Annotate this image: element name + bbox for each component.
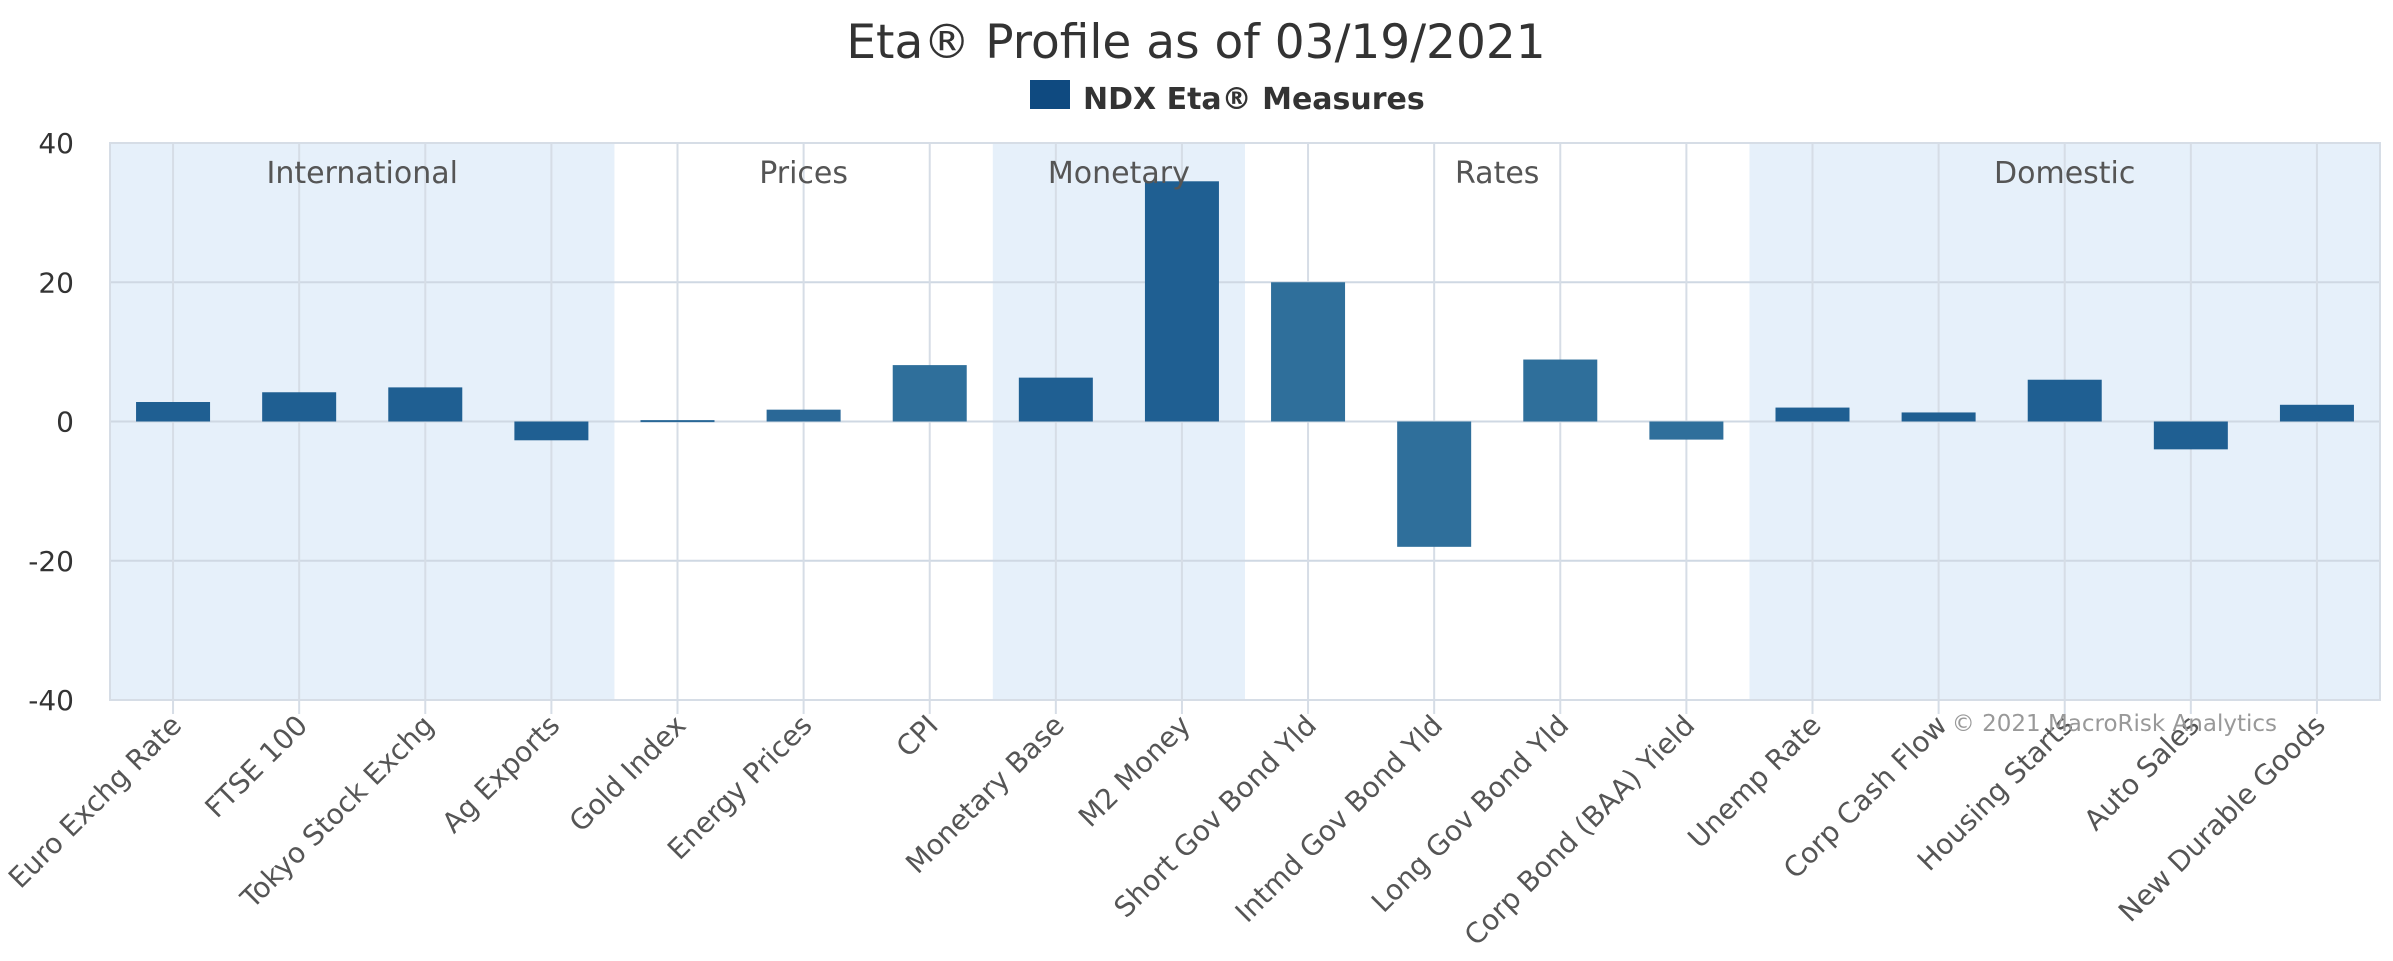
bar-4[interactable] [640,420,715,423]
bar-11[interactable] [1523,359,1598,422]
x-tick-label-8: M2 Money [1072,709,1197,834]
x-tick-label-3: Ag Exports [435,709,566,840]
bar-17[interactable] [2279,404,2354,422]
legend[interactable]: NDX Eta® Measures [1030,80,1425,117]
y-tick-label-0: 40 [38,127,74,160]
bar-13[interactable] [1775,407,1850,422]
bar-2[interactable] [388,387,463,422]
group-label-1: Prices [759,156,848,191]
chart-title: Eta® Profile as of 03/19/2021 [846,15,1545,70]
bars [136,181,2354,547]
x-tick-label-10: Intmd Gov Bond Yld [1229,709,1449,929]
bar-9[interactable] [1271,282,1346,422]
x-tick-label-6: CPI [890,709,945,764]
y-tick-label-3: -20 [28,545,74,578]
group-label-2: Monetary [1048,156,1190,191]
x-tick-label-12: Corp Bond (BAA) Yield [1458,709,1701,952]
group-label-4: Domestic [1994,156,2135,191]
bar-0[interactable] [136,402,211,422]
bar-3[interactable] [514,421,589,441]
x-tick-label-0: Euro Exchg Rate [2,709,188,895]
x-tick-label-4: Gold Index [563,709,693,839]
group-label-0: International [266,156,457,191]
group-labels: International Prices Monetary Rates Domestic [266,156,2135,191]
bar-14[interactable] [1901,412,1976,422]
y-tick-label-4: -40 [28,684,74,717]
bar-7[interactable] [1018,377,1093,422]
group-label-3: Rates [1455,156,1539,191]
y-axis-ticks: 40 20 0 -20 -40 [28,127,74,717]
credit-text: © 2021 MacroRisk Analytics [1952,711,2277,737]
x-tick-label-17: New Durable Goods [2112,709,2332,929]
bar-16[interactable] [2153,421,2228,450]
bar-1[interactable] [262,392,337,422]
x-tick-label-9: Short Gov Bond Yld [1108,709,1324,925]
bar-8[interactable] [1144,181,1219,422]
y-tick-label-1: 20 [38,266,74,299]
plot-border [109,142,2381,701]
x-tick-label-1: FTSE 100 [198,709,314,825]
bar-15[interactable] [2027,379,2102,422]
bar-10[interactable] [1397,421,1472,547]
legend-swatch [1030,80,1070,109]
bar-5[interactable] [766,409,841,422]
bar-6[interactable] [892,365,967,422]
bar-12[interactable] [1649,421,1724,440]
y-tick-label-2: 0 [56,406,74,439]
legend-label: NDX Eta® Measures [1083,82,1425,117]
